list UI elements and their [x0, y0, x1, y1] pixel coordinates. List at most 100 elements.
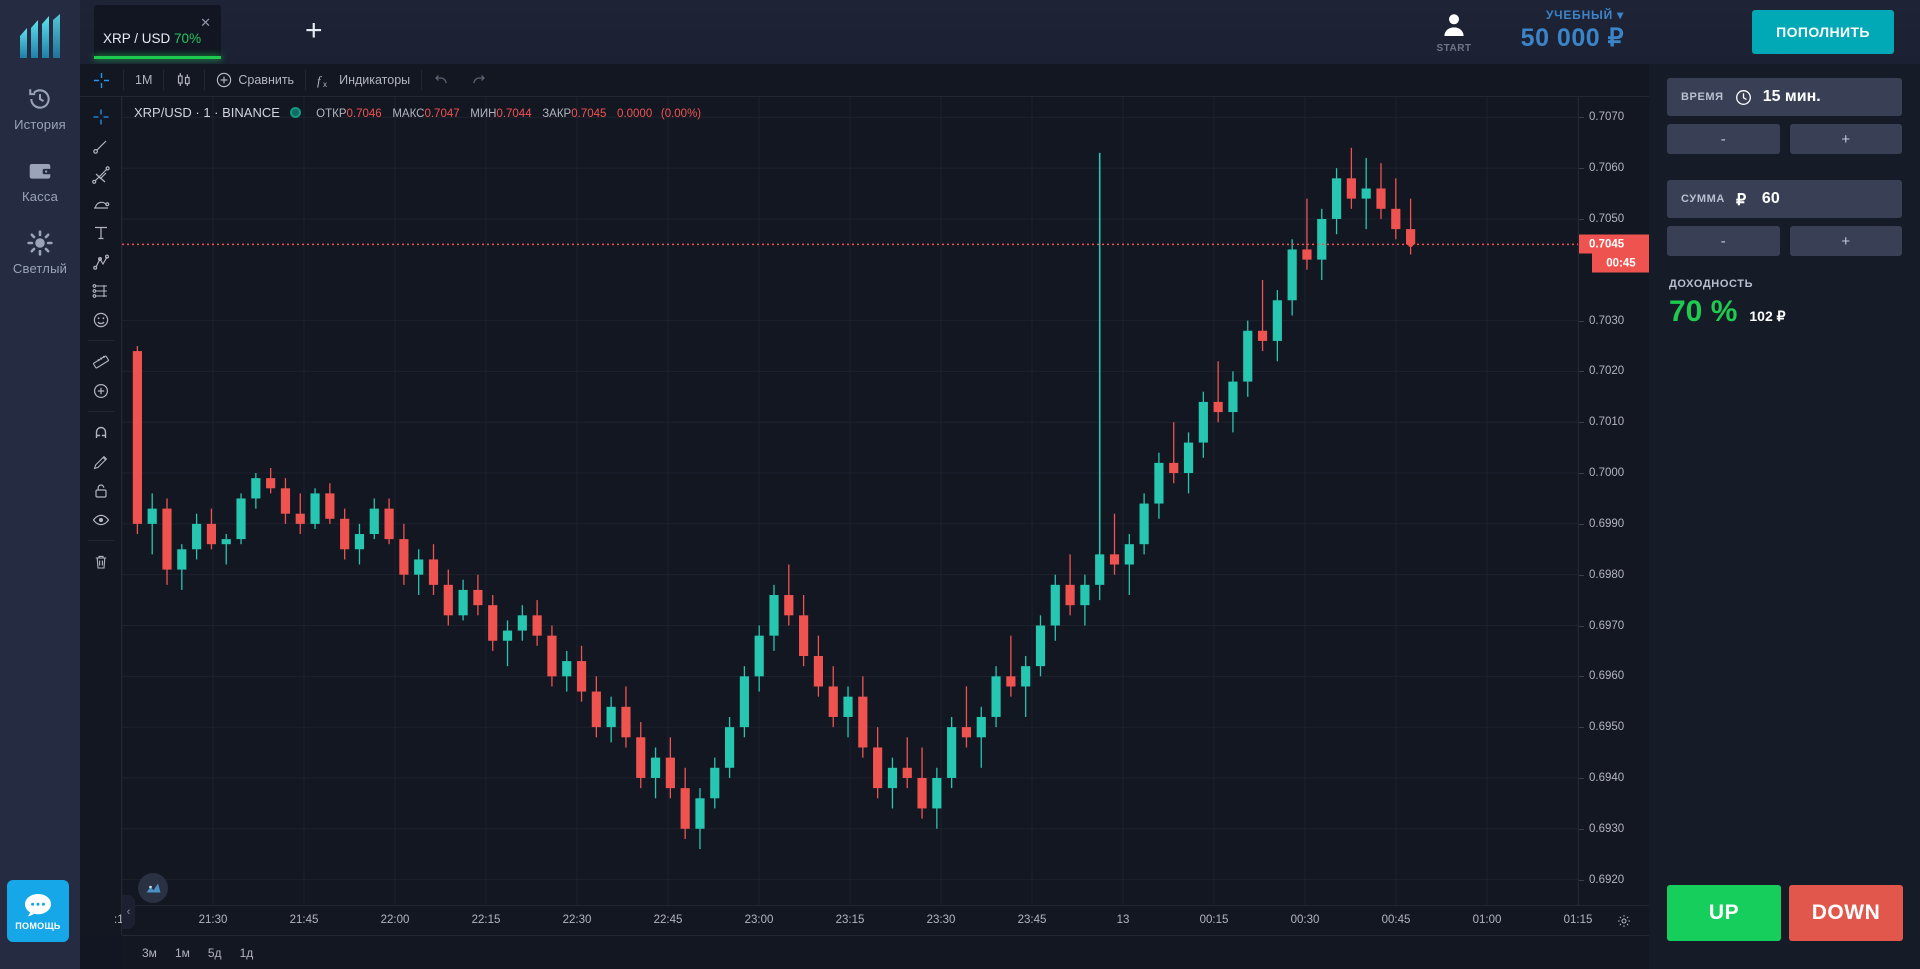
- time-tick-label: 00:30: [1290, 914, 1320, 926]
- payout-amount: 102 ₽: [1749, 308, 1786, 324]
- up-button[interactable]: UP: [1667, 885, 1781, 941]
- balance-amount: 50 000 ₽: [1520, 24, 1624, 52]
- amount-field[interactable]: СУММА ₽ 60: [1667, 180, 1902, 218]
- pattern-tool-button[interactable]: [80, 247, 122, 276]
- zoom-in-tool-button[interactable]: [80, 376, 122, 405]
- svg-text:₽: ₽: [1736, 192, 1746, 208]
- svg-text:x: x: [323, 80, 327, 89]
- bars-logo-icon[interactable]: [16, 14, 64, 60]
- indicators-label: Индикаторы: [339, 73, 411, 87]
- expiry-time-plus-button[interactable]: +: [1789, 124, 1902, 154]
- ruler-tool-button[interactable]: [80, 347, 122, 376]
- trash-tool-button[interactable]: [80, 547, 122, 576]
- time-tick-label: 23:15: [835, 914, 865, 926]
- ruble-icon: ₽: [1736, 192, 1746, 208]
- eye-tool-button[interactable]: [80, 505, 122, 534]
- trendline-tool-button[interactable]: [80, 131, 122, 160]
- candlestick-icon: [178, 73, 191, 86]
- range-button-3m[interactable]: 3м: [142, 945, 157, 960]
- chart-type-button[interactable]: [164, 64, 204, 97]
- down-button[interactable]: DOWN: [1789, 885, 1903, 941]
- magnet-tool-button[interactable]: [80, 418, 122, 447]
- top-bar: ✕ XRP / USD 70% + START УЧЕБНЫЙ ▾ 50 000…: [80, 0, 1920, 64]
- price-tick: [1579, 320, 1584, 322]
- chart-plot[interactable]: [122, 97, 1578, 905]
- sidebar-item-history[interactable]: История: [0, 86, 80, 132]
- instrument-tab-label: XRP / USD 70%: [103, 31, 201, 46]
- sidebar-item-theme-label: Светлый: [12, 261, 68, 276]
- close-icon[interactable]: ✕: [200, 15, 211, 30]
- arc-tool-button[interactable]: [80, 189, 122, 218]
- sidebar-item-cashier[interactable]: Касса: [0, 158, 80, 204]
- help-button-label: ПОМОЩЬ: [15, 920, 61, 931]
- sun-theme-icon: [27, 230, 53, 256]
- price-tick-label: 0.7050: [1589, 212, 1625, 225]
- time-tick-label: 01:00: [1472, 914, 1502, 926]
- instrument-tab[interactable]: ✕ XRP / USD 70%: [94, 5, 221, 59]
- fib-tool-button[interactable]: [80, 276, 122, 305]
- sidebar-item-theme[interactable]: Светлый: [0, 230, 80, 276]
- price-axis[interactable]: 0.7070 0.7060 0.7050 0.7030 0.7020 0.7010 0.70…: [1578, 97, 1650, 905]
- candlestick-plot: [122, 97, 1578, 905]
- range-button-1d[interactable]: 1д: [239, 945, 254, 960]
- help-button[interactable]: ПОМОЩЬ: [7, 880, 69, 942]
- sidebar-item-history-label: История: [14, 117, 66, 132]
- ohlc-close-label: ЗАКР: [542, 108, 572, 120]
- chart-area[interactable]: XRP/USD · 1 · BINANCE ОТКР0.7046 МАКС0.7…: [114, 97, 1650, 935]
- expiry-time-label: ВРЕМЯ: [1681, 91, 1724, 103]
- indicators-button[interactable]: f x Индикаторы: [306, 64, 421, 97]
- emoji-tool-button[interactable]: [80, 305, 122, 334]
- crosshair-tool-button[interactable]: [80, 102, 122, 131]
- instrument-tab-percent: 70%: [174, 31, 202, 46]
- deposit-button[interactable]: ПОПОЛНИТЬ: [1752, 10, 1894, 54]
- price-tick: [1579, 727, 1584, 729]
- crosshair-tool-button[interactable]: [80, 64, 123, 97]
- amount-value: 60: [1761, 190, 1780, 207]
- text-tool-button[interactable]: [80, 218, 122, 247]
- chart-legend-title: XRP/USD · 1 · BINANCE: [134, 105, 280, 120]
- price-tick-label: 0.7010: [1589, 416, 1625, 429]
- undo-button[interactable]: [422, 64, 460, 97]
- time-axis[interactable]: :1521:3021:4522:0022:1522:3022:4523:0023…: [114, 905, 1649, 935]
- clock-icon: [1735, 89, 1751, 105]
- price-tick: [1579, 828, 1584, 830]
- amount-plus-button[interactable]: +: [1789, 226, 1902, 256]
- range-button-5d[interactable]: 5д: [207, 945, 222, 960]
- pitchfork-tool-button[interactable]: [80, 160, 122, 189]
- time-axis-settings-button[interactable]: [1617, 914, 1631, 933]
- collapse-panel-button[interactable]: ‹: [122, 895, 135, 929]
- price-tick: [1579, 218, 1584, 220]
- time-tick-label: 22:30: [562, 914, 592, 926]
- interval-button[interactable]: 1М: [135, 73, 153, 87]
- sidebar-item-cashier-label: Касса: [21, 189, 59, 204]
- price-tick-label: 0.7060: [1589, 162, 1625, 175]
- history-icon: [29, 89, 50, 109]
- lock-tool-button[interactable]: [80, 476, 122, 505]
- account-avatar[interactable]: START: [1431, 11, 1477, 54]
- pencil-tool-button[interactable]: [80, 447, 122, 476]
- gear-icon: [1618, 915, 1630, 927]
- price-tick-label: 0.6970: [1589, 619, 1625, 632]
- chart-style-badge[interactable]: [138, 873, 168, 903]
- balance-block[interactable]: УЧЕБНЫЙ ▾ 50 000 ₽: [1521, 8, 1624, 53]
- compare-button[interactable]: Сравнить: [205, 64, 305, 97]
- amount-minus-button[interactable]: -: [1667, 226, 1780, 256]
- ohlc-high-value: 0.7047: [424, 108, 460, 120]
- expiry-time-minus-button[interactable]: -: [1667, 124, 1780, 154]
- redo-button[interactable]: [460, 64, 498, 97]
- price-tick-label: 0.6940: [1589, 771, 1625, 784]
- range-button-1m[interactable]: 1м: [174, 945, 190, 960]
- expiry-time-field[interactable]: ВРЕМЯ 15 мин.: [1667, 78, 1902, 116]
- chat-bubble-icon: [25, 893, 51, 916]
- price-tick: [1579, 777, 1584, 779]
- price-tick: [1579, 117, 1584, 119]
- chevron-down-icon[interactable]: ▾: [1617, 8, 1624, 22]
- time-tick-label: 22:45: [653, 914, 683, 926]
- chart-legend: XRP/USD · 1 · BINANCE ОТКР0.7046 МАКС0.7…: [134, 105, 701, 120]
- plus-circle-icon: [217, 72, 232, 88]
- add-tab-button[interactable]: +: [305, 14, 323, 47]
- crosshair-icon: [94, 72, 109, 88]
- ohlc-high-label: МАКС: [392, 108, 425, 120]
- compare-label: Сравнить: [238, 73, 295, 87]
- ohlc-close-value: 0.7045: [571, 108, 607, 120]
